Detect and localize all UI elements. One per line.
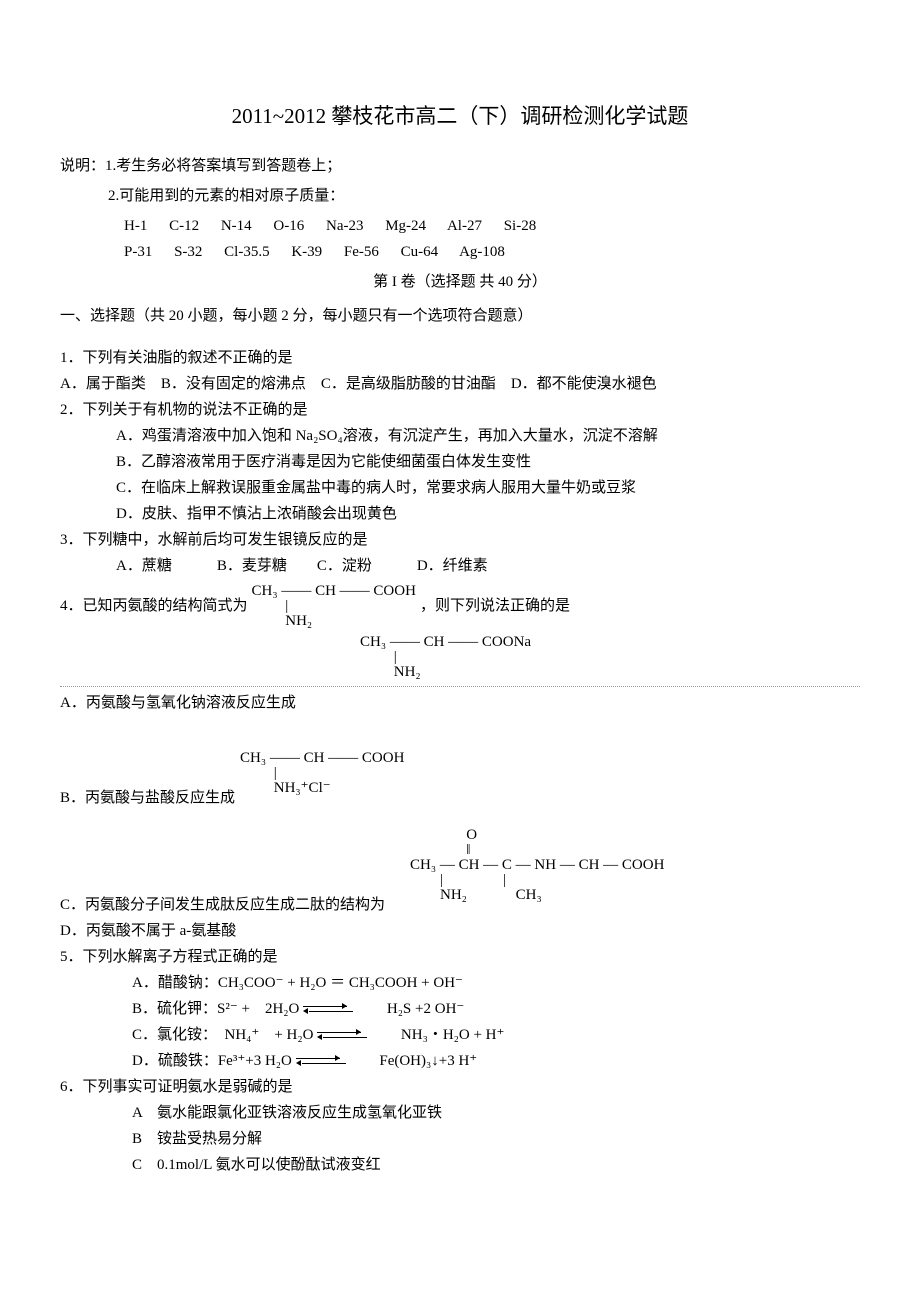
- question-5-option-c: C．氯化铵： NH₄⁺ + H₂O NH₃・H₂O + H⁺: [60, 1023, 860, 1047]
- question-6-option-c: C 0.1mol/L 氨水可以使酚酞试液变红: [60, 1153, 860, 1177]
- option-c-structure: O ‖ CH₃ — CH — C — NH — CH — COOH | | NH…: [410, 828, 664, 903]
- question-2-option-c: C．在临床上解救误服重金属盐中毒的病人时，常要求病人服用大量牛奶或豆浆: [60, 476, 860, 500]
- question-5-option-a: A．醋酸钠：CH₃COO⁻ + H₂O ＝ CH₃COOH + OH⁻: [60, 971, 860, 995]
- question-2-option-a: A．鸡蛋清溶液中加入饱和 Na₂SO₄溶液，有沉淀产生，再加入大量水，沉淀不溶解: [60, 424, 860, 448]
- alanine-structure: CH₃ —— CH —— COOH | NH₂: [252, 584, 416, 629]
- question-3-stem: 3．下列糖中，水解前后均可发生银镜反应的是: [60, 528, 860, 552]
- equilibrium-arrow-icon: [303, 1004, 353, 1014]
- option-a-structure: CH₃ —— CH —— COONa | NH₂: [360, 635, 531, 680]
- question-4-stem-prefix: 4．已知丙氨酸的结构简式为: [60, 594, 248, 618]
- equilibrium-arrow-icon: [317, 1030, 367, 1040]
- question-6-option-a: A 氨水能跟氯化亚铁溶液反应生成氢氧化亚铁: [60, 1101, 860, 1125]
- question-1-options: A．属于酯类 B．没有固定的熔沸点 C．是高级脂肪酸的甘油酯 D．都不能使溴水褪…: [60, 372, 860, 396]
- question-5-option-d: D．硫酸铁：Fe³⁺+3 H₂O Fe(OH)₃↓+3 H⁺: [60, 1049, 860, 1073]
- question-4-stem-suffix: ，则下列说法正确的是: [420, 594, 570, 618]
- question-5-stem: 5．下列水解离子方程式正确的是: [60, 945, 860, 969]
- atomic-masses-row-2: P-31 S-32 Cl-35.5 K-39 Fe-56 Cu-64 Ag-10…: [60, 240, 860, 264]
- question-2-stem: 2．下列关于有机物的说法不正确的是: [60, 398, 860, 422]
- question-2-option-d: D．皮肤、指甲不慎沾上浓硝酸会出现黄色: [60, 502, 860, 526]
- q5d-prefix: D．硫酸铁：Fe³⁺+3 H₂O: [132, 1053, 292, 1069]
- q5b-suffix: H₂S +2 OH⁻: [357, 1001, 464, 1017]
- mcq-instruction: 一、选择题（共 20 小题，每小题 2 分，每小题只有一个选项符合题意）: [60, 304, 860, 328]
- page-title: 2011~2012 攀枝花市高二（下）调研检测化学试题: [60, 100, 860, 134]
- section-1-header: 第 I 卷（选择题 共 40 分）: [60, 270, 860, 294]
- instruction-line-1: 说明：1.考生务必将答案填写到答题卷上；: [60, 154, 860, 178]
- q5c-prefix: C．氯化铵： NH₄⁺ + H₂O: [132, 1027, 317, 1043]
- question-6-stem: 6．下列事实可证明氨水是弱碱的是: [60, 1075, 860, 1099]
- equilibrium-arrow-icon: [296, 1056, 346, 1066]
- question-4-option-c-structure-row: O ‖ CH₃ — CH — C — NH — CH — COOH | | NH…: [180, 828, 860, 903]
- question-6-option-b: B 铵盐受热易分解: [60, 1127, 860, 1151]
- q5b-prefix: B．硫化钾：S²⁻ + 2H₂O: [132, 1001, 303, 1017]
- question-4-option-a: CH₃ —— CH —— COONa | NH₂: [60, 635, 860, 680]
- question-3-options: A．蔗糖 B．麦芽糖 C．淀粉 D．纤维素: [60, 554, 860, 578]
- atomic-masses-row-1: H-1 C-12 N-14 O-16 Na-23 Mg-24 Al-27 Si-…: [60, 214, 860, 238]
- q5c-suffix: NH₃・H₂O + H⁺: [371, 1027, 505, 1043]
- dotted-divider: [60, 686, 860, 687]
- question-1-stem: 1．下列有关油脂的叙述不正确的是: [60, 346, 860, 370]
- question-4-option-a-label: A．丙氨酸与氢氧化钠溶液反应生成: [60, 691, 860, 715]
- question-4-option-d-label: D．丙氨酸不属于 a-氨基酸: [60, 919, 860, 943]
- question-5-option-b: B．硫化钾：S²⁻ + 2H₂O H₂S +2 OH⁻: [60, 997, 860, 1021]
- question-2-option-b: B．乙醇溶液常用于医疗消毒是因为它能使细菌蛋白体发生变性: [60, 450, 860, 474]
- q5d-suffix: Fe(OH)₃↓+3 H⁺: [349, 1053, 477, 1069]
- question-4-stem: 4．已知丙氨酸的结构简式为 CH₃ —— CH —— COOH | NH₂ ，则…: [60, 584, 860, 629]
- instruction-line-2: 2.可能用到的元素的相对原子质量：: [60, 184, 860, 208]
- question-4-option-b-label: B．丙氨酸与盐酸反应生成: [60, 786, 860, 810]
- option-b-structure: CH₃ —— CH —— COOH | NH₃⁺Cl⁻: [240, 751, 404, 796]
